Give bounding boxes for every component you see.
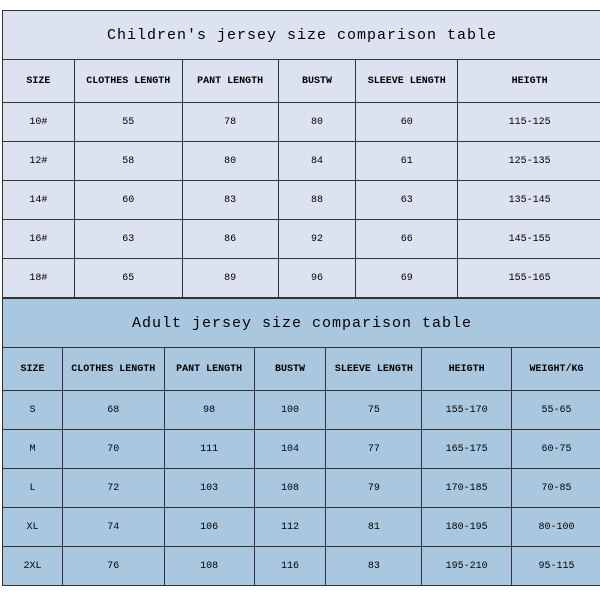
- table-cell: 78: [182, 103, 278, 142]
- table-cell: 155-165: [458, 259, 600, 298]
- table-cell: 88: [278, 181, 356, 220]
- table-cell: 77: [326, 430, 422, 469]
- table-cell: 14#: [3, 181, 75, 220]
- table-cell: 12#: [3, 142, 75, 181]
- table-cell: 155-170: [422, 391, 512, 430]
- adult-header-row: SIZECLOTHES LENGTHPANT LENGTHBUSTWSLEEVE…: [3, 348, 600, 391]
- column-header: SLEEVE LENGTH: [326, 348, 422, 391]
- table-cell: S: [3, 391, 63, 430]
- table-row: L7210310879170-18570-85: [3, 469, 600, 508]
- table-cell: 18#: [3, 259, 75, 298]
- table-cell: M: [3, 430, 63, 469]
- table-cell: 60-75: [512, 430, 600, 469]
- table-cell: 111: [164, 430, 254, 469]
- column-header: BUSTW: [254, 348, 326, 391]
- table-cell: 135-145: [458, 181, 600, 220]
- table-cell: 81: [326, 508, 422, 547]
- table-cell: 16#: [3, 220, 75, 259]
- children-table-title: Children's jersey size comparison table: [3, 11, 600, 60]
- table-row: 18#65899669155-165: [3, 259, 600, 298]
- table-cell: 165-175: [422, 430, 512, 469]
- column-header: SIZE: [3, 348, 63, 391]
- table-cell: 145-155: [458, 220, 600, 259]
- table-cell: 61: [356, 142, 458, 181]
- table-cell: 84: [278, 142, 356, 181]
- table-cell: 70-85: [512, 469, 600, 508]
- table-cell: 75: [326, 391, 422, 430]
- column-header: CLOTHES LENGTH: [74, 60, 182, 103]
- table-cell: 170-185: [422, 469, 512, 508]
- table-cell: 63: [74, 220, 182, 259]
- column-header: SLEEVE LENGTH: [356, 60, 458, 103]
- table-cell: 80: [182, 142, 278, 181]
- table-cell: 89: [182, 259, 278, 298]
- column-header: HEIGTH: [458, 60, 600, 103]
- table-cell: 108: [254, 469, 326, 508]
- table-cell: 69: [356, 259, 458, 298]
- table-row: 16#63869266145-155: [3, 220, 600, 259]
- table-cell: 65: [74, 259, 182, 298]
- table-cell: 95-115: [512, 547, 600, 586]
- table-cell: 68: [62, 391, 164, 430]
- table-cell: 115-125: [458, 103, 600, 142]
- children-size-table: Children's jersey size comparison table …: [2, 10, 600, 298]
- table-cell: 108: [164, 547, 254, 586]
- table-cell: 60: [356, 103, 458, 142]
- column-header: HEIGTH: [422, 348, 512, 391]
- column-header: SIZE: [3, 60, 75, 103]
- table-cell: 112: [254, 508, 326, 547]
- table-cell: L: [3, 469, 63, 508]
- adult-table-title: Adult jersey size comparison table: [3, 299, 600, 348]
- table-cell: 98: [164, 391, 254, 430]
- table-cell: 55: [74, 103, 182, 142]
- table-cell: 2XL: [3, 547, 63, 586]
- table-cell: 104: [254, 430, 326, 469]
- table-cell: 180-195: [422, 508, 512, 547]
- column-header: PANT LENGTH: [182, 60, 278, 103]
- table-cell: 116: [254, 547, 326, 586]
- table-cell: 80-100: [512, 508, 600, 547]
- table-cell: 79: [326, 469, 422, 508]
- column-header: CLOTHES LENGTH: [62, 348, 164, 391]
- table-cell: 83: [326, 547, 422, 586]
- table-cell: 100: [254, 391, 326, 430]
- table-cell: 72: [62, 469, 164, 508]
- table-cell: 60: [74, 181, 182, 220]
- table-cell: 125-135: [458, 142, 600, 181]
- children-header-row: SIZECLOTHES LENGTHPANT LENGTHBUSTWSLEEVE…: [3, 60, 600, 103]
- table-cell: 63: [356, 181, 458, 220]
- table-row: 14#60838863135-145: [3, 181, 600, 220]
- table-cell: 76: [62, 547, 164, 586]
- table-cell: 96: [278, 259, 356, 298]
- table-cell: 92: [278, 220, 356, 259]
- table-cell: 103: [164, 469, 254, 508]
- table-cell: 66: [356, 220, 458, 259]
- table-cell: 55-65: [512, 391, 600, 430]
- table-row: 12#58808461125-135: [3, 142, 600, 181]
- table-row: 2XL7610811683195-21095-115: [3, 547, 600, 586]
- column-header: PANT LENGTH: [164, 348, 254, 391]
- column-header: BUSTW: [278, 60, 356, 103]
- table-row: S689810075155-17055-65: [3, 391, 600, 430]
- column-header: WEIGHT/KG: [512, 348, 600, 391]
- table-cell: 58: [74, 142, 182, 181]
- table-cell: 86: [182, 220, 278, 259]
- table-cell: 74: [62, 508, 164, 547]
- table-row: XL7410611281180-19580-100: [3, 508, 600, 547]
- table-cell: 10#: [3, 103, 75, 142]
- table-cell: 195-210: [422, 547, 512, 586]
- table-cell: 80: [278, 103, 356, 142]
- table-cell: XL: [3, 508, 63, 547]
- table-cell: 70: [62, 430, 164, 469]
- table-row: M7011110477165-17560-75: [3, 430, 600, 469]
- table-row: 10#55788060115-125: [3, 103, 600, 142]
- adult-size-table: Adult jersey size comparison table SIZEC…: [2, 298, 600, 586]
- table-cell: 106: [164, 508, 254, 547]
- table-cell: 83: [182, 181, 278, 220]
